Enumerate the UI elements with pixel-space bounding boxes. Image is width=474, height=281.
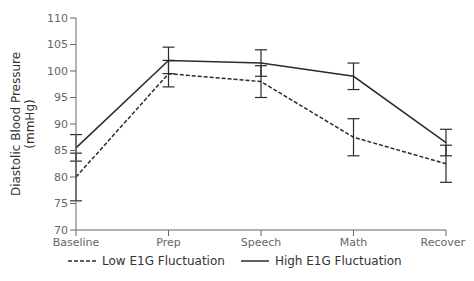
svg-text:100: 100 — [47, 65, 68, 78]
svg-text:Speech: Speech — [241, 236, 282, 249]
html-text:High E1G Fluctuation: High E1G Fluctuation — [274, 254, 402, 268]
svg-text:Baseline: Baseline — [53, 236, 100, 249]
svg-text:110: 110 — [47, 12, 68, 25]
svg-text:Diastolic Blood Pressure(mmHg): Diastolic Blood Pressure(mmHg) — [9, 52, 37, 196]
svg-text:105: 105 — [47, 38, 68, 51]
svg-text:75: 75 — [54, 197, 68, 210]
svg-text:Prep: Prep — [156, 236, 180, 249]
svg-text:90: 90 — [54, 118, 68, 131]
svg-text:95: 95 — [54, 91, 68, 104]
svg-text:Math: Math — [340, 236, 368, 249]
svg-text:70: 70 — [54, 224, 68, 237]
html-text:Low E1G Fluctuation: Low E1G Fluctuation — [102, 254, 225, 268]
svg-text:Recovery: Recovery — [420, 236, 466, 249]
svg-text:85: 85 — [54, 144, 68, 157]
svg-text:80: 80 — [54, 171, 68, 184]
